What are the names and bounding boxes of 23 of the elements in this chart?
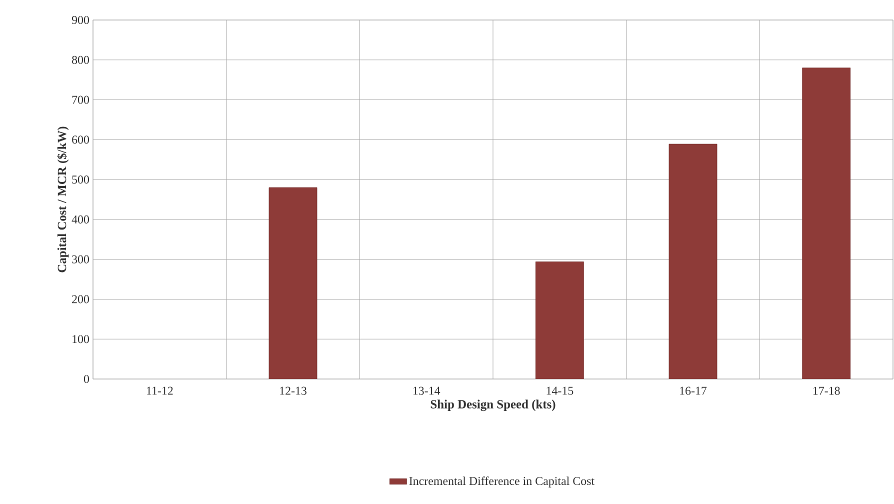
x-axis-title: Ship Design Speed (kts) — [430, 400, 556, 412]
y-tick-label: 200 — [72, 295, 90, 304]
x-tick-label: 17-18 — [813, 386, 840, 395]
y-tick-label: 700 — [72, 96, 90, 104]
bar — [668, 144, 718, 379]
legend-label: Incremental Difference in Capital Cost — [409, 476, 594, 488]
y-tick-label: 400 — [72, 215, 90, 224]
x-tick-label: 11-12 — [146, 386, 173, 395]
y-tick-label: 500 — [72, 176, 90, 184]
y-tick-label: 600 — [72, 136, 90, 144]
y-tick-label: 900 — [72, 16, 90, 24]
y-tick-label: 800 — [72, 56, 90, 64]
bar — [802, 68, 851, 379]
y-tick-label: 300 — [72, 255, 90, 264]
bar — [535, 262, 584, 379]
x-tick-label: 12-13 — [280, 386, 306, 395]
y-tick-label: 0 — [84, 374, 90, 384]
y-axis-title: Capital Cost / MCR ($/kW) — [57, 126, 69, 272]
bar — [268, 187, 318, 379]
x-tick-label: 16-17 — [680, 386, 707, 395]
y-tick-label: 100 — [72, 335, 90, 344]
x-tick-label: 14-15 — [546, 386, 574, 395]
x-tick-label: 13-14 — [413, 386, 440, 395]
